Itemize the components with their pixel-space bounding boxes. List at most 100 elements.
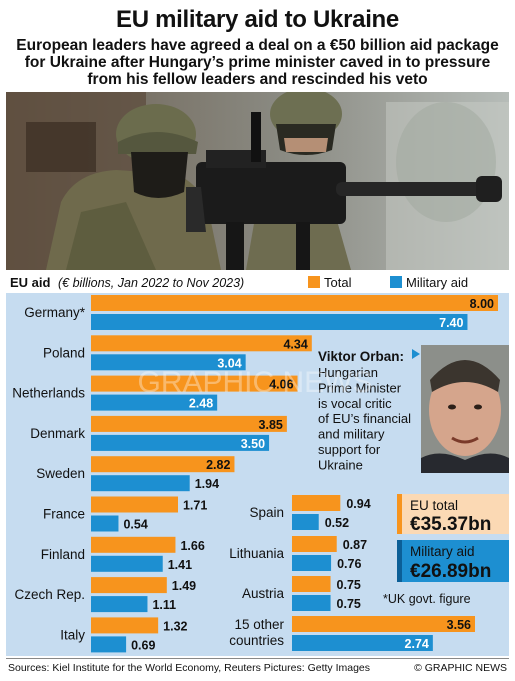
bar-military	[292, 555, 332, 571]
page-title: EU military aid to Ukraine	[116, 6, 399, 33]
bar-total	[91, 496, 178, 513]
standfirst: European leaders have agreed a deal on a…	[16, 37, 499, 88]
orban-portrait-hair	[430, 360, 500, 392]
legend-label-total: Total	[324, 275, 352, 290]
orban-portrait-face	[429, 364, 501, 456]
value-label-military: 3.04	[217, 356, 241, 370]
bar-military	[292, 635, 433, 651]
country-label: Czech Rep.	[14, 587, 85, 602]
value-label-total: 1.71	[183, 499, 207, 513]
country-label: Poland	[43, 345, 85, 360]
legend-swatch-total	[308, 276, 320, 288]
bar-total	[91, 295, 498, 311]
value-label-total: 4.06	[269, 378, 293, 392]
value-label-military: 2.48	[189, 397, 213, 411]
value-label-total: 1.66	[180, 539, 204, 553]
value-label-total: 3.85	[259, 418, 283, 432]
legend-swatch-military	[390, 276, 402, 288]
bar-total	[91, 577, 167, 594]
value-label-military: 0.76	[337, 557, 361, 571]
bar-total	[292, 576, 331, 592]
orban-portrait-suit	[421, 453, 509, 473]
bar-total	[91, 536, 176, 553]
value-label-military: 1.94	[195, 477, 219, 491]
bar-total	[91, 617, 159, 634]
value-label-military: 0.54	[123, 518, 147, 532]
bar-military	[91, 434, 270, 451]
soldiers-photo	[6, 92, 509, 270]
country-label: 15 other	[234, 617, 284, 632]
sources-note: Sources: Kiel Institute for the World Ec…	[8, 662, 371, 674]
military-total-box	[397, 540, 509, 582]
callout-arrow-icon	[412, 349, 420, 359]
orban-portrait-eye-left	[448, 404, 456, 410]
value-label-total: 0.87	[343, 538, 367, 552]
soldiers-machine-gun-photo	[6, 92, 509, 270]
callout-name: Viktor Orban:	[318, 349, 404, 364]
bar-military	[91, 314, 468, 330]
country-label: Italy	[60, 627, 85, 642]
bar-military	[292, 595, 331, 611]
country-label: Netherlands	[12, 386, 85, 401]
value-label-total: 8.00	[470, 297, 494, 311]
eu-total-accent	[397, 494, 402, 534]
bar-military	[91, 555, 163, 572]
callout-line: Prime Minister	[318, 380, 402, 395]
value-label-total: 1.49	[172, 579, 196, 593]
value-label-military: 0.52	[325, 516, 349, 530]
value-label-total: 4.34	[283, 337, 307, 351]
military-total-accent	[397, 540, 402, 582]
bar-total	[292, 495, 341, 511]
value-label-military: 3.50	[241, 437, 265, 451]
bar-total	[91, 375, 298, 392]
value-label-total: 0.75	[337, 578, 361, 592]
bar-total	[292, 536, 337, 552]
value-label-total: 1.32	[163, 619, 187, 633]
bar-military	[91, 636, 127, 653]
eu-total-label: EU total	[410, 498, 458, 513]
footnote: *UK govt. figure	[383, 592, 471, 606]
chart-header-band	[6, 271, 509, 293]
bar-military	[292, 514, 319, 530]
country-label: Germany*	[24, 305, 86, 320]
military-total-label: Military aid	[410, 544, 475, 559]
watermark-text: GRAPHIC NEWS	[137, 366, 372, 399]
callout-line: and military	[318, 427, 385, 442]
footer-divider	[6, 658, 509, 659]
bar-military	[91, 515, 119, 532]
value-label-total: 0.94	[346, 497, 370, 511]
value-label-military: 0.69	[131, 638, 155, 652]
value-label-military: 1.41	[168, 558, 192, 572]
bar-total	[91, 415, 287, 432]
country-label: Lithuania	[229, 546, 284, 561]
value-label-military: 0.75	[337, 597, 361, 611]
country-label: Spain	[249, 505, 284, 520]
value-label-military: 2.74	[405, 637, 429, 651]
chart-title: EU aid	[10, 275, 51, 290]
bar-military	[91, 475, 190, 492]
graphic-news-credit: © GRAPHIC NEWS	[414, 662, 507, 674]
value-label-military: 7.40	[439, 316, 463, 330]
callout-line: is vocal critic	[318, 396, 392, 411]
callout-line: support for	[318, 442, 381, 457]
country-label: Sweden	[36, 466, 85, 481]
country-label: Denmark	[30, 426, 85, 441]
eu-total-box	[397, 494, 509, 534]
value-label-military: 1.11	[152, 598, 176, 612]
country-label-line2: countries	[229, 633, 284, 648]
orban-portrait-eye-right	[474, 404, 482, 410]
chart-unit-note: (€ billions, Jan 2022 to Nov 2023)	[58, 276, 244, 290]
bar-military	[91, 394, 218, 411]
military-total-value: €26.89bn	[410, 561, 491, 582]
value-label-total: 3.56	[447, 618, 471, 632]
bar-total	[91, 335, 312, 352]
bar-total	[292, 616, 475, 632]
callout-line: Ukraine	[318, 457, 363, 472]
country-label: France	[43, 507, 85, 522]
bar-military	[91, 354, 246, 371]
callout-line: Hungarian	[318, 365, 378, 380]
country-label: Austria	[242, 586, 285, 601]
eu-total-value: €35.37bn	[410, 514, 491, 535]
value-label-total: 2.82	[206, 458, 230, 472]
